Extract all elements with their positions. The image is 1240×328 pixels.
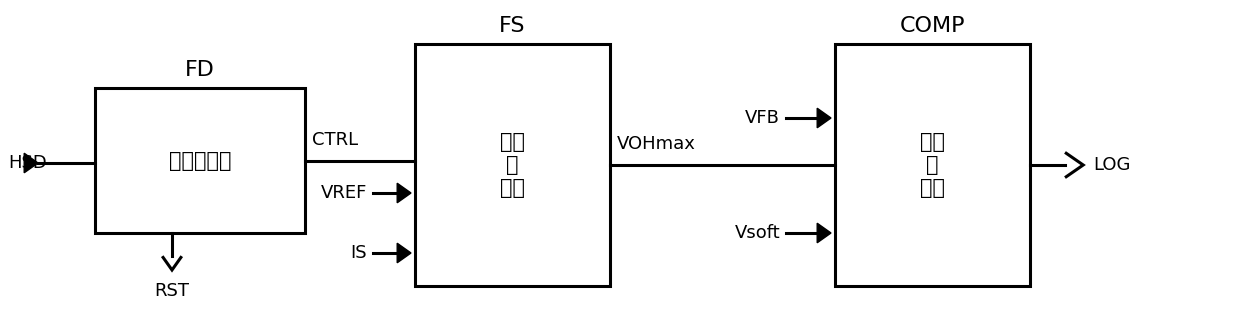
Bar [835,44,1030,286]
Text: Vsoft: Vsoft [734,224,780,242]
Text: VREF: VREF [321,184,367,202]
Text: CTRL: CTRL [312,131,358,149]
Bar [95,88,305,233]
Polygon shape [397,243,410,263]
Text: VOHmax: VOHmax [618,135,696,153]
Bar [415,44,610,286]
Text: FS: FS [500,16,526,36]
Text: FD: FD [185,60,215,80]
Text: COMP: COMP [900,16,965,36]
Text: VFB: VFB [745,109,780,127]
Text: 比较
器
模块: 比较 器 模块 [920,132,945,198]
Text: RST: RST [155,282,190,300]
Text: IS: IS [351,244,367,262]
Text: 存储
器
模块: 存储 器 模块 [500,132,525,198]
Polygon shape [817,223,831,243]
Polygon shape [25,153,38,173]
Text: HSD: HSD [7,154,47,172]
Text: LOG: LOG [1094,156,1131,174]
Polygon shape [397,183,410,203]
Polygon shape [817,108,831,128]
Text: 分频器模块: 分频器模块 [169,151,231,171]
